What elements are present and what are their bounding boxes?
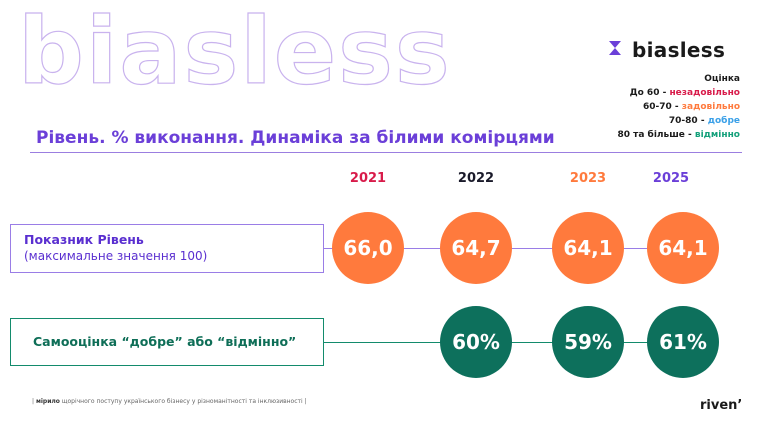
legend-item: 80 та більше - відмінно xyxy=(617,130,740,140)
legend-heading: Оцінка xyxy=(704,74,740,84)
value-circle-2023: 64,1 xyxy=(552,212,624,284)
hourglass-logo-icon xyxy=(608,40,622,60)
title-divider xyxy=(30,152,742,153)
watermark-wordmark: biasless xyxy=(17,0,452,105)
chart-title: Рівень. % виконання. Динаміка за білими … xyxy=(36,128,555,148)
value-circle-2023: 59% xyxy=(552,306,624,378)
row-connector-line xyxy=(324,248,710,249)
riven-logo: riven’ xyxy=(700,398,743,413)
year-header-2023: 2023 xyxy=(569,171,607,186)
value-circle-2025: 61% xyxy=(647,306,719,378)
value-circle-2025: 64,1 xyxy=(647,212,719,284)
value-circle-2021: 66,0 xyxy=(332,212,404,284)
year-header-2021: 2021 xyxy=(349,171,387,186)
row-label-subtitle: (максимальне значення 100) xyxy=(24,249,208,263)
legend-item: До 60 - незадовільно xyxy=(629,88,740,98)
legend-item: 60-70 - задовільно xyxy=(642,102,740,112)
row-label-title: Самооцінка “добре” або “відмінно” xyxy=(33,334,297,349)
row-label-title: Показник Рівень xyxy=(24,232,144,247)
legend-item: 70-80 - добре xyxy=(668,116,740,126)
grade-legend: Оцінка До 60 - незадовільно 60-70 - задо… xyxy=(617,72,740,142)
value-circle-2022: 60% xyxy=(440,306,512,378)
row-label-box: Самооцінка “добре” або “відмінно” xyxy=(10,318,324,366)
year-header-2022: 2022 xyxy=(457,171,495,186)
brand-name: biasless xyxy=(632,38,726,62)
value-circle-2022: 64,7 xyxy=(440,212,512,284)
year-header-2025: 2025 xyxy=(652,171,690,186)
row-label-box: Показник Рівень (максимальне значення 10… xyxy=(10,224,324,273)
brand-logo: biasless xyxy=(608,38,725,62)
row-connector-line xyxy=(324,342,710,343)
footer-caption: | мірило щорічного поступу українського … xyxy=(32,398,307,405)
